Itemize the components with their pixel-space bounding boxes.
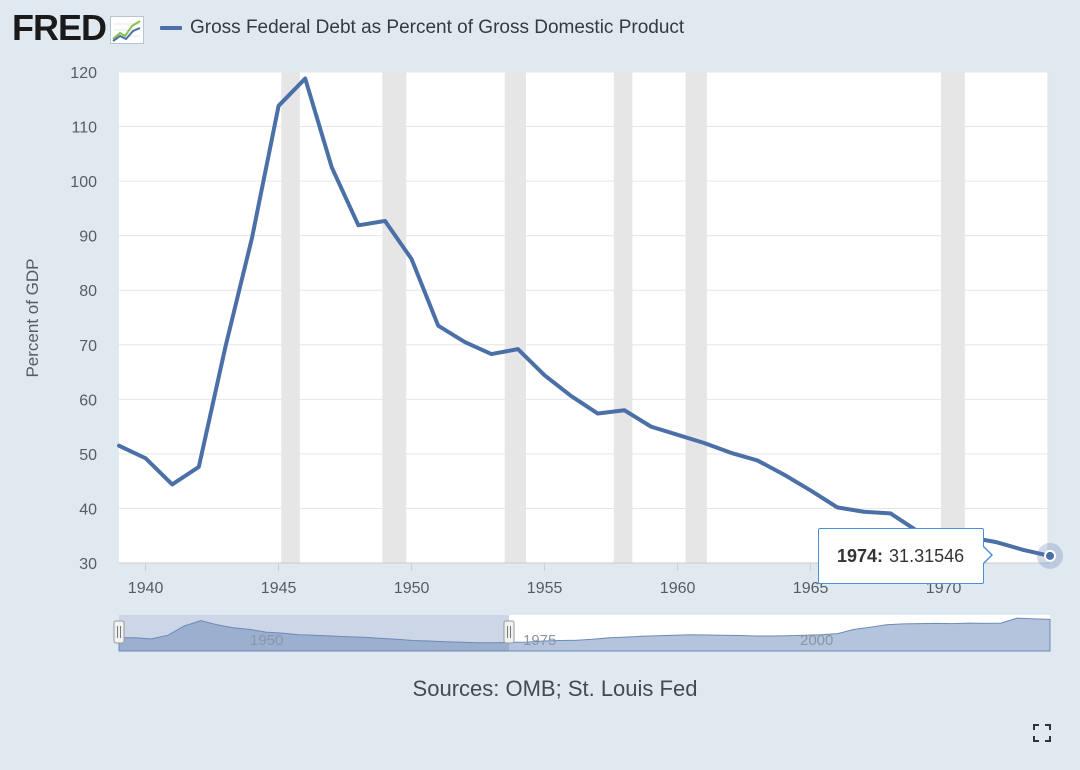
navigator-area [118,617,1051,652]
x-tick-label: 1940 [128,580,164,597]
y-tick-label: 80 [79,283,97,300]
x-axis-ticks: 1940 1945 1950 1955 1960 1965 1970 [119,562,1050,597]
sources-note: Sources: OMB; St. Louis Fed [412,676,698,701]
navigator-label: 1950 [250,632,283,649]
handle-body[interactable] [503,620,515,644]
recession-bands [281,72,1051,563]
data-tooltip: 1974: 31.31546 [818,528,984,584]
logo-chart-icon [110,16,144,44]
y-tick-label: 40 [79,501,97,518]
y-tick-label: 60 [79,392,97,409]
navigator-label: 2000 [800,632,833,649]
x-tick-label: 1955 [527,580,563,597]
y-tick-label: 30 [79,556,97,573]
handle-body[interactable] [113,620,125,644]
y-tick-label: 100 [70,174,97,191]
series-line[interactable] [117,76,1052,558]
chart-legend[interactable]: Gross Federal Debt as Percent of Gross D… [160,17,684,39]
x-tick-label: 1960 [660,580,696,597]
tooltip-arrow-inner [982,546,991,564]
recession-band [685,72,707,563]
chart-header: FRED Gross Federal Debt as Percent of Gr… [12,8,684,48]
x-tick-label: 1945 [261,580,297,597]
y-tick-label: 110 [71,120,97,137]
navigator-handle[interactable] [503,620,515,644]
marker-layer [1037,542,1063,569]
recession-band [940,72,965,563]
plot-area [119,72,1050,563]
fred-logo[interactable]: FRED [12,7,107,48]
y-tick-label: 70 [79,338,97,355]
tooltip-year: 1974: [837,545,884,566]
navigator-label: 1975 [523,632,556,649]
recession-band [504,72,526,563]
series-layer [117,76,1052,558]
legend-label: Gross Federal Debt as Percent of Gross D… [190,17,685,38]
range-navigator: 1950 1975 2000 [113,615,1051,652]
tooltip-value: 31.31546 [889,545,965,566]
recession-band [613,72,633,563]
y-axis-ticks: 30 40 50 60 70 80 90 100 110 120 [70,65,97,573]
y-tick-label: 50 [79,447,97,464]
x-tick-label: 1965 [793,580,829,597]
y-tick-label: 120 [70,65,97,82]
x-tick-label: 1970 [926,580,962,597]
recession-band [382,72,407,563]
recession-band [281,72,300,563]
legend-swatch [160,26,182,30]
navigator-handle[interactable] [113,620,125,644]
y-tick-label: 90 [79,229,97,246]
hover-point[interactable] [1044,549,1056,562]
x-tick-label: 1950 [394,580,430,597]
fullscreen-icon[interactable] [1033,724,1051,742]
navigator-selection[interactable] [119,615,509,651]
recession-band [1047,72,1051,563]
